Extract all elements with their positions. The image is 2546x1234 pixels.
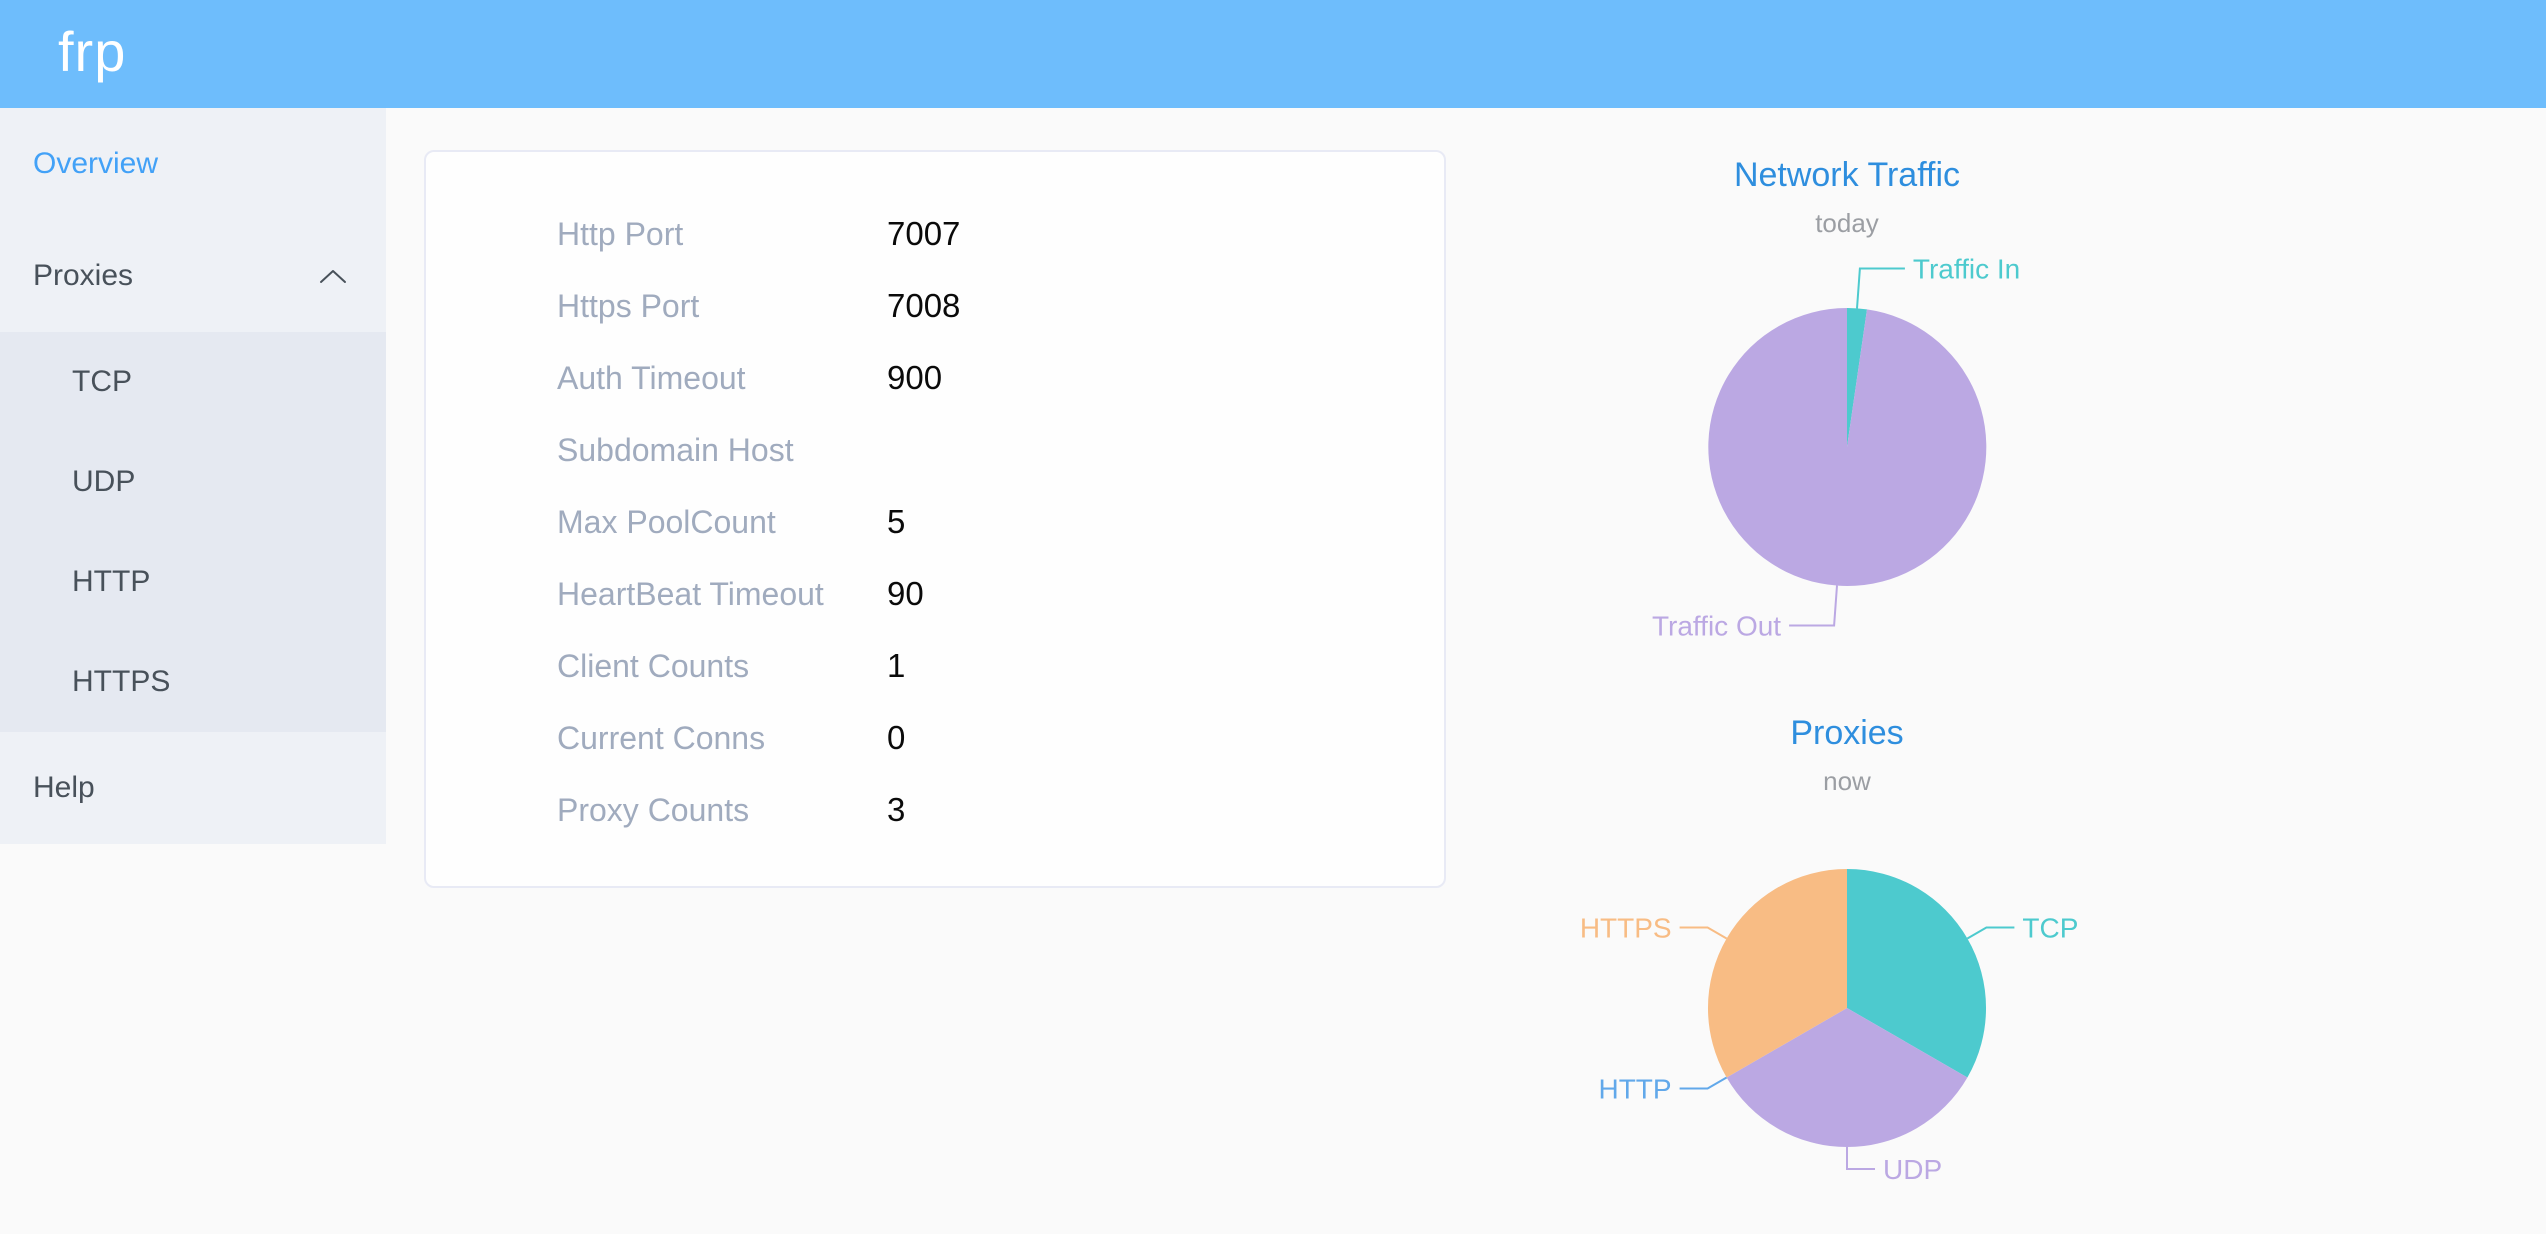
sidebar-item-udp[interactable]: UDP <box>72 465 136 498</box>
sidebar-item-overview[interactable]: Overview <box>33 147 159 180</box>
sidebar-item-help[interactable]: Help <box>33 771 95 804</box>
pie-slice-traffic-in[interactable] <box>1847 307 1867 447</box>
pie-label-line-http <box>1679 1076 1728 1090</box>
pie-label-udp: UDP <box>1883 1154 1942 1185</box>
info-value: 90 <box>887 575 924 612</box>
pie-slice-https[interactable] <box>1707 869 1847 1078</box>
info-label: Http Port <box>557 216 684 252</box>
info-row-max-poolcount: Max PoolCount 5 <box>426 486 1444 558</box>
pie-label-line-udp <box>1846 1147 1875 1170</box>
info-row-https-port: Https Port 7008 <box>426 270 1444 342</box>
info-label: Current Conns <box>557 720 766 756</box>
sidebar: Overview Proxies TCP UDP HTTP HTTPS Help <box>0 108 386 844</box>
info-label: Client Counts <box>557 648 750 684</box>
pie-label-line-https <box>1679 926 1728 940</box>
info-row-http-port: Http Port 7007 <box>426 198 1444 270</box>
pie-label-traffic-out: Traffic Out <box>1652 611 1781 642</box>
proxies-pie-chart[interactable]: TCP UDP HTTP HTTPS <box>1517 810 2177 1234</box>
info-value: 1 <box>887 647 906 684</box>
info-label: Auth Timeout <box>557 360 746 396</box>
pie-label-line-traffic-in <box>1856 267 1905 309</box>
info-label: HeartBeat Timeout <box>557 576 824 612</box>
info-row-current-conns: Current Conns 0 <box>426 702 1444 774</box>
info-value: 5 <box>887 503 906 540</box>
pie-label-line-traffic-out <box>1789 585 1838 627</box>
pie-label-tcp: TCP <box>2022 913 2078 944</box>
pie-label-http: HTTP <box>1598 1074 1671 1105</box>
info-label: Https Port <box>557 288 700 324</box>
info-value: 7008 <box>887 287 961 324</box>
info-value: 3 <box>887 791 906 828</box>
sidebar-item-tcp[interactable]: TCP <box>72 365 132 398</box>
proxies-title: Proxies <box>1790 714 1904 752</box>
sidebar-item-proxies-label: Proxies <box>33 259 134 292</box>
pie-label-traffic-in: Traffic In <box>1913 254 2020 285</box>
sidebar-submenu-proxies: TCP UDP HTTP HTTPS <box>0 332 386 732</box>
info-row-client-counts: Client Counts 1 <box>426 630 1444 702</box>
info-label: Proxy Counts <box>557 792 750 828</box>
sidebar-item-https[interactable]: HTTPS <box>72 665 171 698</box>
info-row-subdomain-host: Subdomain Host <box>426 414 1444 486</box>
info-label: Max PoolCount <box>557 504 776 540</box>
chevron-up-icon <box>320 269 346 283</box>
info-value: 900 <box>887 359 943 396</box>
info-row-proxy-counts: Proxy Counts 3 <box>426 774 1444 846</box>
info-label: Subdomain Host <box>557 432 794 468</box>
info-value: 0 <box>887 719 906 756</box>
server-info-card: Http Port 7007 Https Port 7008 Auth Time… <box>424 150 1446 888</box>
pie-label-https: HTTPS <box>1580 913 1672 944</box>
info-row-auth-timeout: Auth Timeout 900 <box>426 342 1444 414</box>
pie-slice-udp[interactable] <box>1726 1008 1968 1148</box>
sidebar-item-http[interactable]: HTTP <box>72 565 151 598</box>
pie-slice-traffic-out[interactable] <box>1708 308 1987 586</box>
network-traffic-pie-chart[interactable]: Traffic In Traffic Out <box>1517 240 2177 670</box>
app-header: frp <box>0 0 2546 108</box>
app-logo: frp <box>58 20 127 83</box>
network-traffic-subtitle: today <box>1815 208 1879 238</box>
sidebar-item-proxies[interactable]: Proxies <box>0 220 386 332</box>
network-traffic-title: Network Traffic <box>1733 156 1961 194</box>
info-row-heartbeat-timeout: HeartBeat Timeout 90 <box>426 558 1444 630</box>
info-value: 7007 <box>887 215 961 252</box>
pie-label-line-tcp <box>1966 926 2015 940</box>
pie-slice-tcp[interactable] <box>1847 869 1987 1078</box>
proxies-subtitle: now <box>1823 766 1871 796</box>
